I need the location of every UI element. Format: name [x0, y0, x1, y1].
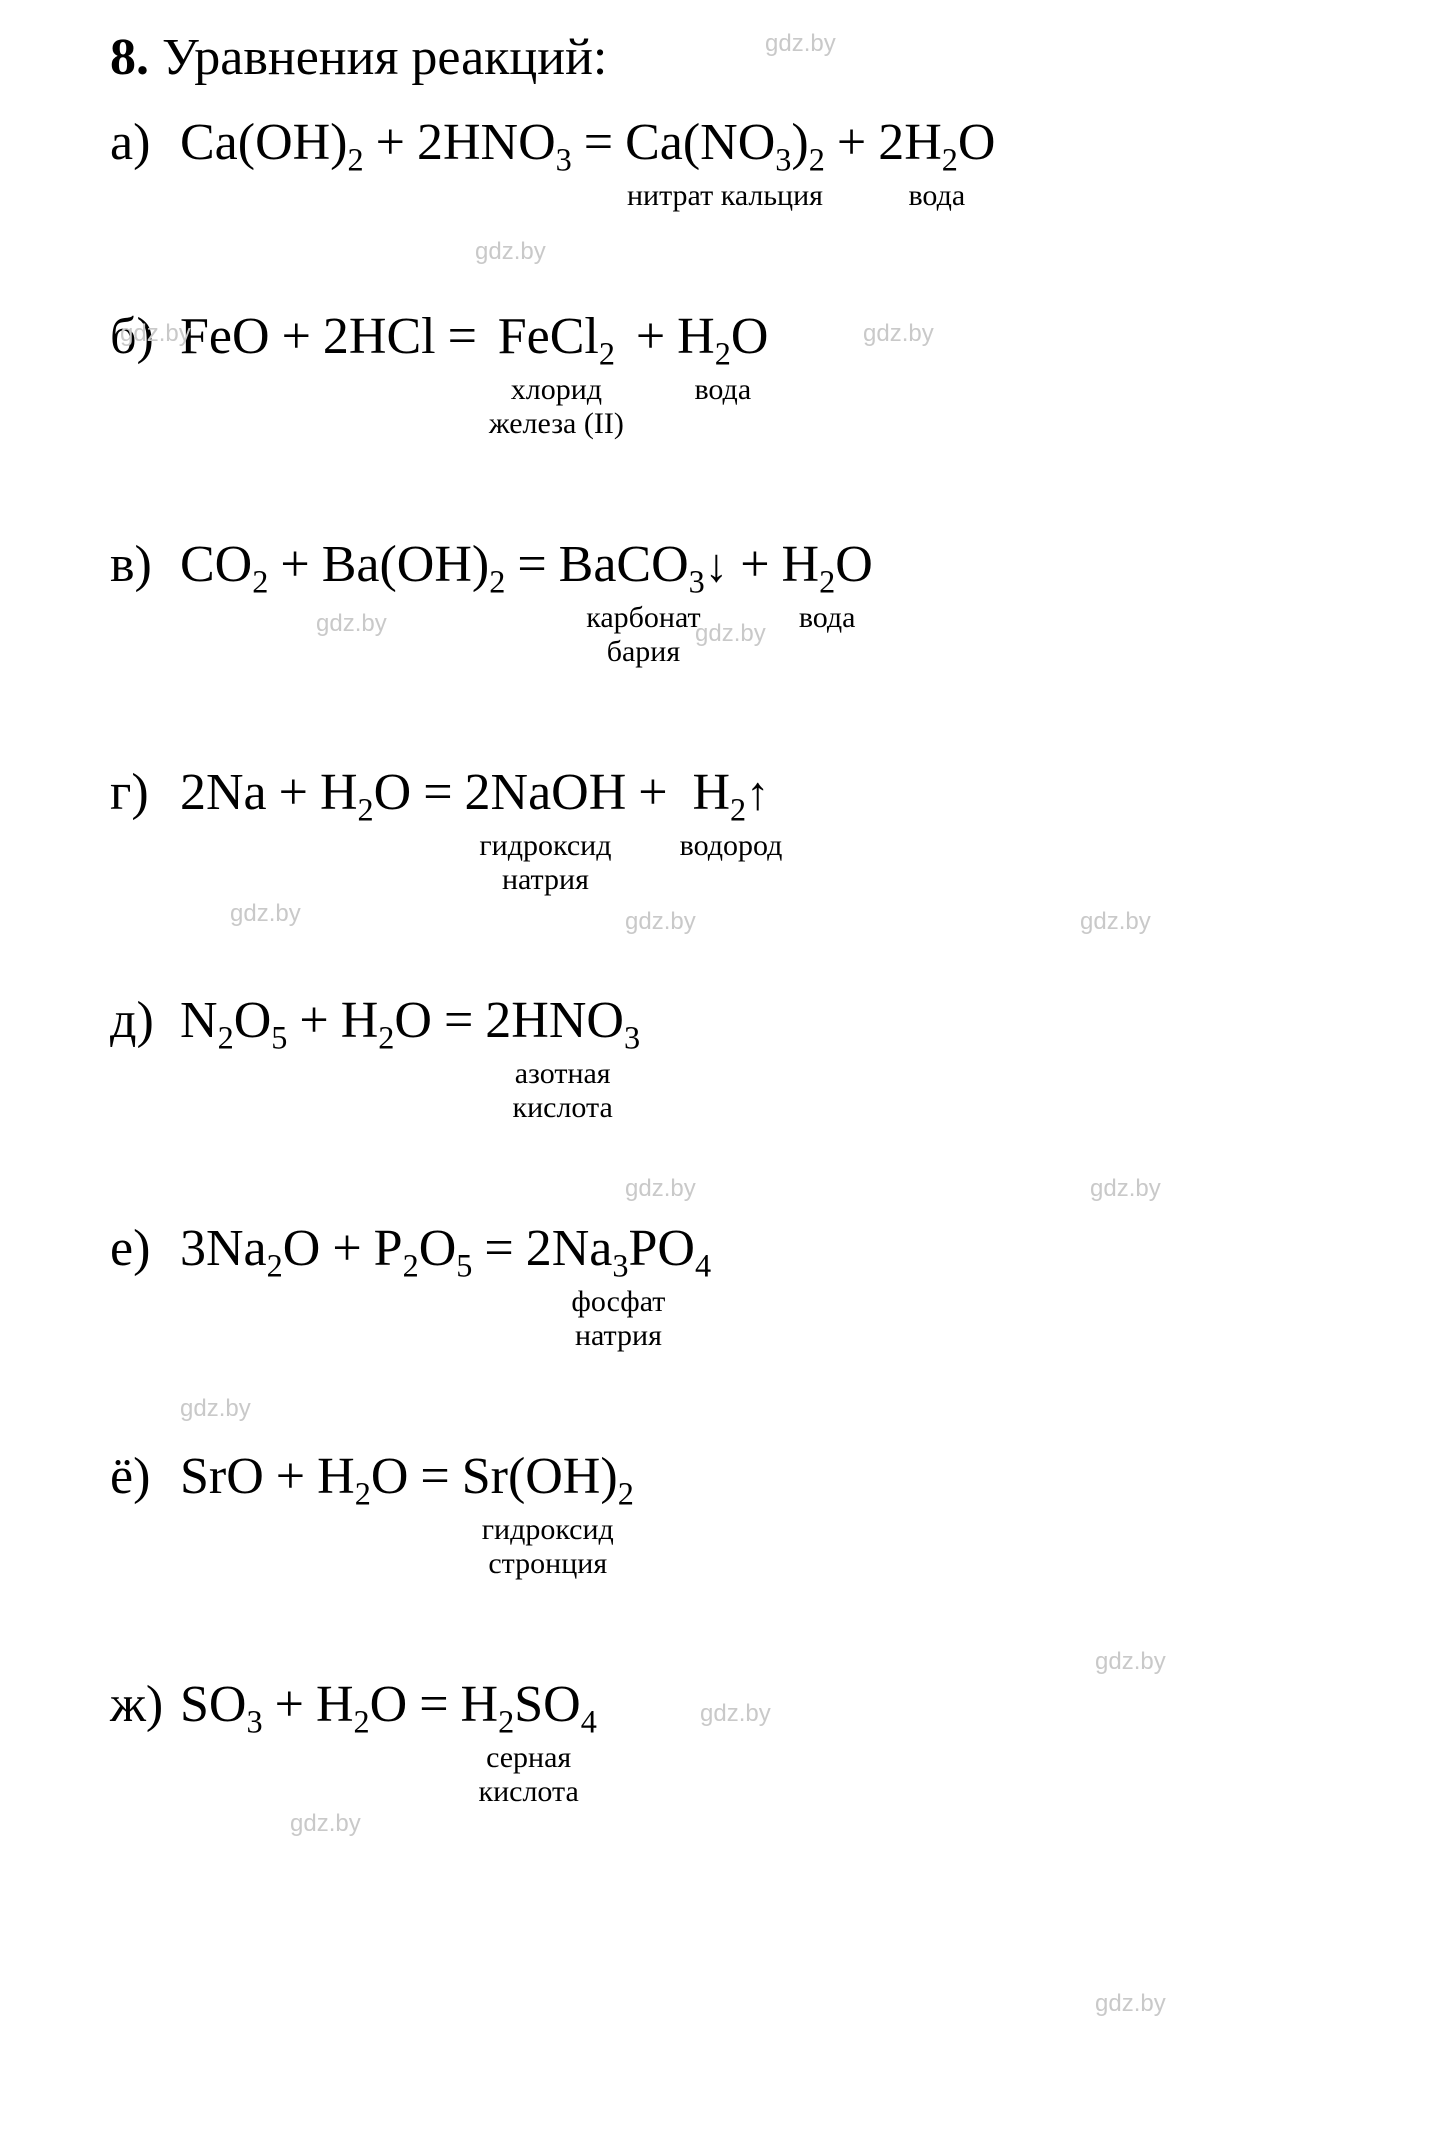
- term-b1: FeO: [180, 304, 270, 369]
- equals: =: [472, 1216, 525, 1281]
- watermark: gdz.by: [625, 908, 696, 936]
- term-e2: P2O5: [374, 1216, 473, 1281]
- term-zh1: SO3: [180, 1672, 263, 1737]
- product-name: фосфатнатрия: [571, 1285, 665, 1354]
- term-g4: H2↑ водород: [680, 760, 783, 864]
- term-a3: Ca(NO3)2 нитрат кальция: [625, 110, 825, 214]
- product-name: гидроксиднатрия: [479, 829, 611, 898]
- watermark: gdz.by: [1090, 1175, 1161, 1203]
- label-v: в): [110, 532, 170, 597]
- equation-d: д) N2O5 + H2O = 2HNO3 азотнаякислота: [110, 988, 1381, 1126]
- term-yo3: Sr(OH)2 гидроксидстронция: [462, 1444, 634, 1582]
- term-e3: 2Na3PO4 фосфатнатрия: [526, 1216, 711, 1354]
- equals: =: [408, 1444, 461, 1509]
- plus: +: [264, 1444, 317, 1509]
- term-yo2: H2O: [317, 1444, 408, 1509]
- product-name: вода: [694, 373, 751, 408]
- term-d3: 2HNO3 азотнаякислота: [485, 988, 640, 1126]
- page: 8. Уравнения реакций: а) Ca(OH)2 + 2HNO3…: [0, 0, 1441, 2148]
- equation-yo: ё) SrO + H2O = Sr(OH)2 гидроксидстронция: [110, 1444, 1381, 1582]
- term-a1: Ca(OH)2: [180, 110, 364, 175]
- term-b4: H2O вода: [677, 304, 768, 408]
- watermark: gdz.by: [230, 900, 301, 928]
- plus: +: [287, 988, 340, 1053]
- label-zh: ж): [110, 1672, 170, 1737]
- equals: =: [572, 110, 625, 175]
- plus: +: [626, 760, 679, 825]
- product-name: хлориджелеза (II): [489, 373, 624, 442]
- label-yo: ё): [110, 1444, 170, 1509]
- equation-a: а) Ca(OH)2 + 2HNO3 = Ca(NO3)2 нитрат кал…: [110, 110, 1381, 214]
- product-name: карбонатбария: [586, 601, 700, 670]
- term-yo1: SrO: [180, 1444, 264, 1509]
- term-b3: FeCl2 хлориджелеза (II): [489, 304, 624, 442]
- equation-v: в) CO2 + Ba(OH)2 = BaCO3↓ карбонатбария …: [110, 532, 1381, 670]
- product-name: вода: [908, 179, 965, 214]
- term-d2: H2O: [341, 988, 432, 1053]
- product-name: гидроксидстронция: [482, 1513, 614, 1582]
- product-name: азотнаякислота: [513, 1057, 613, 1126]
- watermark: gdz.by: [290, 1810, 361, 1838]
- problem-number: 8.: [110, 29, 149, 86]
- term-v2: Ba(OH)2: [322, 532, 506, 597]
- term-a4: 2H2O вода: [878, 110, 995, 214]
- equals: =: [436, 304, 489, 369]
- equation-e: е) 3Na2O + P2O5 = 2Na3PO4 фосфатнатрия: [110, 1216, 1381, 1354]
- equals: =: [411, 760, 464, 825]
- term-g3: 2NaOH гидроксиднатрия: [465, 760, 627, 898]
- term-g2: H2O: [320, 760, 411, 825]
- title-text: Уравнения реакций:: [162, 29, 607, 86]
- product-name: нитрат кальция: [627, 179, 823, 214]
- label-b: б): [110, 304, 170, 369]
- term-g1: 2Na: [180, 760, 267, 825]
- term-d1: N2O5: [180, 988, 287, 1053]
- plus: +: [268, 532, 321, 597]
- plus: +: [728, 532, 781, 597]
- label-g: г): [110, 760, 170, 825]
- plus: +: [267, 760, 320, 825]
- term-zh3: H2SO4 сернаякислота: [461, 1672, 597, 1810]
- term-v3: BaCO3↓ карбонатбария: [559, 532, 729, 670]
- product-name: сернаякислота: [479, 1741, 579, 1810]
- watermark: gdz.by: [475, 238, 546, 266]
- product-name: водород: [680, 829, 783, 864]
- watermark: gdz.by: [1080, 908, 1151, 936]
- plus: +: [825, 110, 878, 175]
- watermark: gdz.by: [180, 1395, 251, 1423]
- term-v4: H2O вода: [782, 532, 873, 636]
- equals: =: [505, 532, 558, 597]
- equation-zh: ж) SO3 + H2O = H2SO4 сернаякислота: [110, 1672, 1381, 1810]
- plus: +: [624, 304, 677, 369]
- equation-b: б) FeO + 2HCl = FeCl2 хлориджелеза (II) …: [110, 304, 1381, 442]
- watermark: gdz.by: [1095, 1990, 1166, 2018]
- label-e: е): [110, 1216, 170, 1281]
- term-v1: CO2: [180, 532, 268, 597]
- term-a2: 2HNO3: [417, 110, 572, 175]
- title: 8. Уравнения реакций:: [110, 25, 1381, 90]
- plus: +: [270, 304, 323, 369]
- label-a: а): [110, 110, 170, 175]
- equals: =: [407, 1672, 460, 1737]
- label-d: д): [110, 988, 170, 1053]
- term-e1: 3Na2O: [180, 1216, 320, 1281]
- plus: +: [320, 1216, 373, 1281]
- plus: +: [364, 110, 417, 175]
- term-zh2: H2O: [316, 1672, 407, 1737]
- equation-g: г) 2Na + H2O = 2NaOH гидроксиднатрия + H…: [110, 760, 1381, 898]
- watermark: gdz.by: [625, 1175, 696, 1203]
- term-b2: 2HCl: [323, 304, 436, 369]
- equals: =: [432, 988, 485, 1053]
- plus: +: [263, 1672, 316, 1737]
- product-name: вода: [799, 601, 856, 636]
